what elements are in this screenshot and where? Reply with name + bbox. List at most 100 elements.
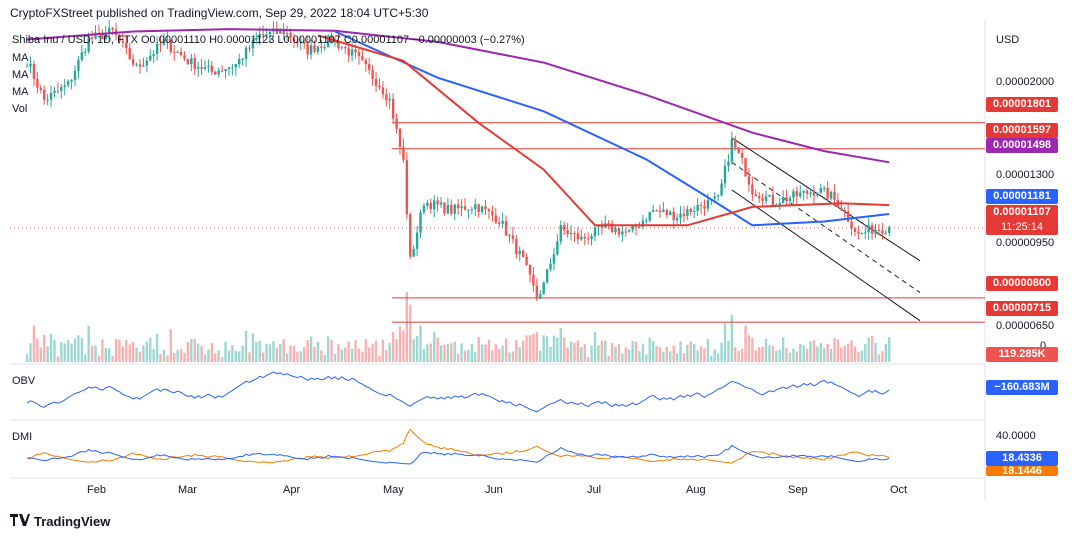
- volume-bar: [261, 352, 265, 362]
- volume-bar: [648, 337, 651, 362]
- candle-body: [309, 45, 313, 55]
- symbol-ohlc-line[interactable]: Shiba Inu / USD, 1D, FTX O0.00001110 H0.…: [12, 34, 525, 46]
- candle-body: [220, 70, 224, 72]
- candle-body: [450, 205, 453, 214]
- volume-bar: [720, 342, 723, 362]
- level-badge: 0.00000800: [986, 276, 1058, 291]
- candle-body: [77, 59, 80, 71]
- candle-body: [809, 192, 812, 194]
- volume-bar: [176, 350, 179, 362]
- volume-bar: [214, 353, 217, 362]
- volume-bar: [388, 342, 391, 362]
- candle-body: [244, 47, 248, 60]
- candle-body: [326, 35, 330, 48]
- candle-body: [248, 47, 251, 49]
- moving-averages: [27, 28, 890, 227]
- volume-bar: [66, 340, 70, 362]
- candle-body: [145, 60, 149, 66]
- legend-dmi[interactable]: DMI: [12, 431, 33, 443]
- volume-bar: [210, 342, 214, 362]
- volume-bar: [374, 340, 378, 362]
- x-axis-label: Oct: [890, 484, 908, 496]
- volume-bar: [686, 344, 689, 362]
- candle-body: [80, 52, 84, 60]
- candle-body: [282, 29, 285, 35]
- volume-bar: [131, 341, 135, 362]
- candle-body: [29, 64, 32, 67]
- candle-body: [669, 211, 672, 216]
- candle-body: [545, 269, 549, 283]
- volume-bar: [504, 338, 508, 362]
- volume-bar: [703, 348, 706, 362]
- legend-vol[interactable]: Vol: [12, 103, 28, 115]
- candle-body: [840, 207, 843, 210]
- tradingview-brand[interactable]: TradingView: [34, 514, 111, 529]
- volume-bar: [87, 325, 90, 362]
- volume-bar: [525, 335, 528, 362]
- volume-bar: [853, 346, 857, 362]
- volume-bar: [337, 344, 340, 362]
- volume-badge: 119.285K: [986, 347, 1058, 362]
- volume-bar: [744, 325, 747, 362]
- volume-bar: [628, 349, 631, 362]
- volume-bar: [412, 339, 415, 362]
- candle-body: [556, 241, 559, 255]
- candle-body: [614, 228, 617, 233]
- volume-bar: [289, 345, 292, 362]
- candle-body: [118, 35, 121, 42]
- volume-bar: [850, 340, 853, 362]
- candle-body: [511, 235, 515, 239]
- volume-bar: [190, 338, 193, 362]
- volume-bar: [241, 345, 244, 362]
- volume-bar: [658, 347, 662, 362]
- volume-bar: [272, 341, 275, 362]
- candle-body: [289, 33, 292, 39]
- legend-ma-1[interactable]: MA: [12, 52, 29, 64]
- legend-obv[interactable]: OBV: [12, 375, 36, 387]
- candle-body: [812, 192, 816, 196]
- tradingview-logo-icon[interactable]: [10, 514, 30, 529]
- candle-body: [651, 210, 655, 212]
- candle-body: [121, 41, 125, 43]
- candle-body: [870, 225, 874, 234]
- volume-bar: [843, 345, 846, 362]
- candle-body: [56, 90, 60, 92]
- candle-body: [621, 231, 624, 235]
- candle-body: [764, 196, 768, 202]
- legend-ma-3[interactable]: MA: [12, 86, 29, 98]
- volume-bar: [593, 332, 597, 362]
- candle-body: [751, 184, 754, 195]
- candle-body: [138, 64, 142, 67]
- candle-body: [734, 138, 737, 148]
- candle-body: [388, 98, 391, 101]
- candle-body: [470, 208, 474, 210]
- candle-body: [419, 212, 422, 233]
- price-axis-tick: 0.00000650: [996, 320, 1055, 332]
- volume-bar: [631, 341, 634, 362]
- ma-red-line: [317, 34, 890, 227]
- legend-ma-2[interactable]: MA: [12, 69, 29, 81]
- candle-body: [498, 222, 501, 224]
- candle-body: [347, 48, 350, 56]
- volume-bar: [730, 314, 734, 362]
- candle-body: [49, 93, 53, 100]
- candle-body: [494, 215, 497, 223]
- volume-bar: [234, 350, 237, 362]
- candle-body: [761, 198, 764, 202]
- volume-bar: [542, 335, 545, 362]
- candle-body: [559, 225, 562, 242]
- volume-bar: [173, 353, 176, 362]
- candle-body: [877, 229, 881, 231]
- candle-body: [439, 202, 443, 205]
- candle-body: [152, 53, 155, 56]
- volume-bar: [867, 337, 870, 362]
- volume-bar: [491, 350, 494, 362]
- last-price-badge: 0.00001107 11:25:14: [986, 205, 1058, 235]
- volume-bar: [515, 340, 518, 362]
- candle-body: [600, 225, 604, 228]
- price-candles: [25, 20, 891, 302]
- volume-bar: [809, 341, 812, 362]
- volume-bar: [142, 345, 145, 362]
- dmi-axis-tick: 40.0000: [996, 430, 1036, 442]
